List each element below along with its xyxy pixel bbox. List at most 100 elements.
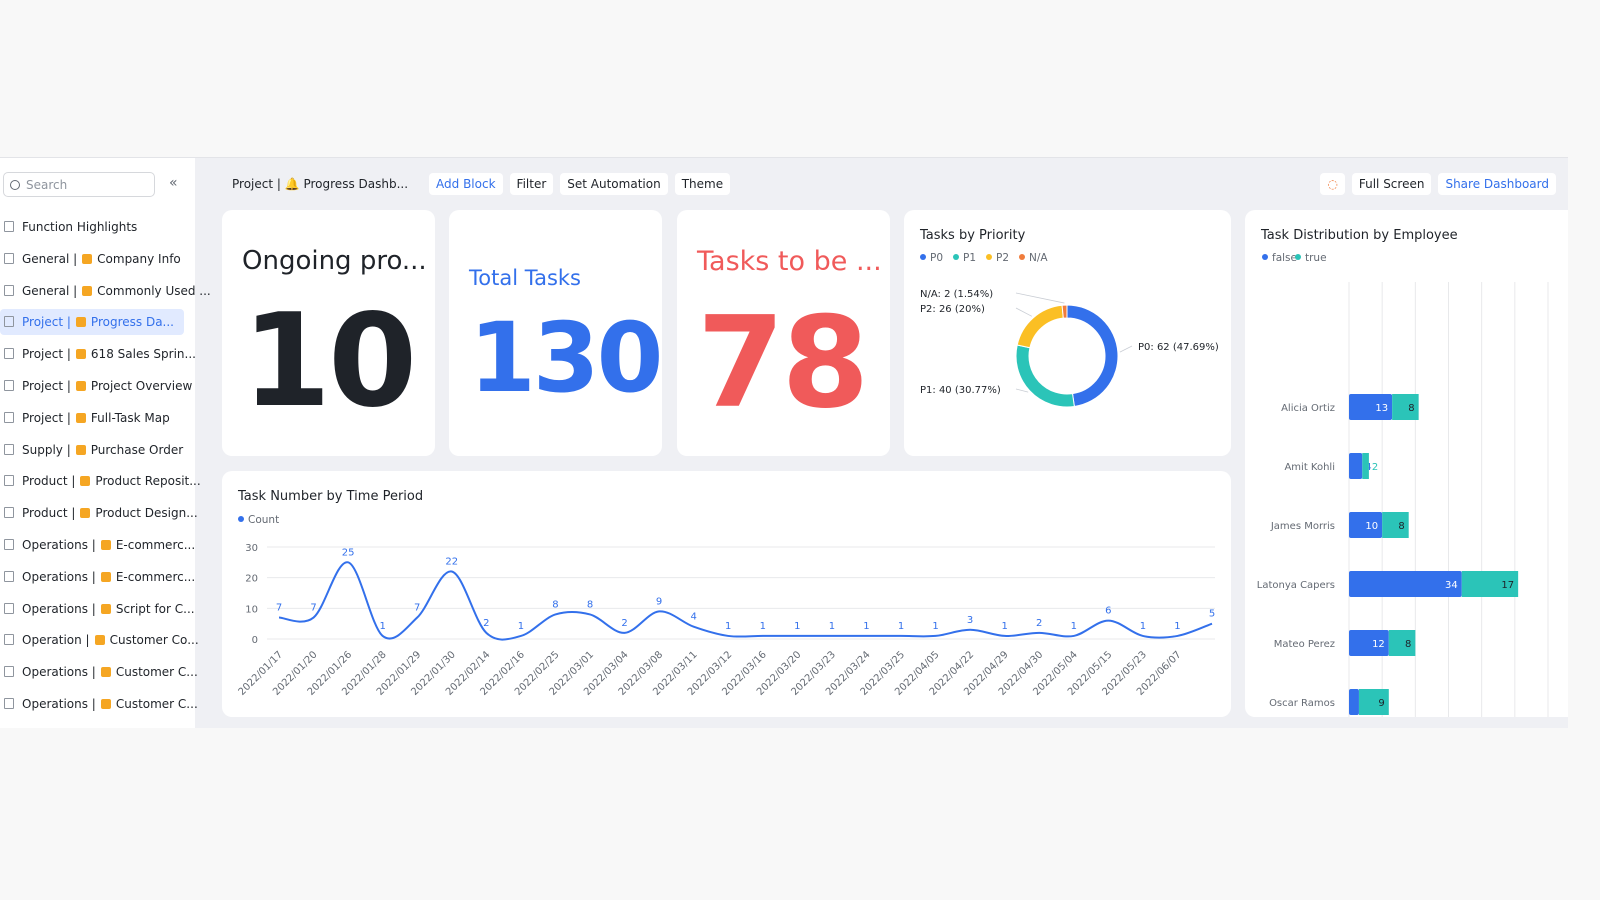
doc-icon <box>4 411 14 423</box>
bar-segment <box>1349 453 1363 479</box>
item-label: Product Design... <box>95 506 198 521</box>
item-label: Customer C... <box>115 665 198 680</box>
data-label: 4 <box>690 612 696 623</box>
y-tick-label: 0 <box>252 635 258 646</box>
sidebar-item[interactable]: General | Commonly Used ... <box>0 278 211 304</box>
toolbar-button[interactable]: Filter <box>509 173 554 195</box>
data-label: 12 <box>1372 639 1385 650</box>
card-title: Tasks to be ... <box>697 246 882 277</box>
doc-icon <box>4 507 14 519</box>
data-label: 1 <box>1174 621 1180 632</box>
doc-icon <box>4 698 14 709</box>
toolbar-button[interactable]: Add Block <box>429 173 503 195</box>
doc-icon <box>4 380 14 391</box>
doc-icon <box>4 666 14 678</box>
sidebar-item[interactable]: Operations | Customer C... <box>0 659 198 685</box>
sidebar-item[interactable]: Supply | Purchase Order <box>0 437 184 463</box>
doc-icon <box>4 602 14 614</box>
item-icon <box>80 476 91 487</box>
card-value: 10 <box>242 287 417 436</box>
bar-segment <box>1349 394 1393 420</box>
legend-dot <box>986 254 992 260</box>
item-icon <box>75 412 86 423</box>
item-icon <box>100 699 111 709</box>
donut-card: Tasks by Priority P0 P1 P2 N/A P0: 62 (47.69%… <box>904 210 1231 456</box>
sidebar-item[interactable]: Project | Progress Da... <box>0 309 184 336</box>
doc-icon <box>4 316 14 328</box>
item-prefix: Project | <box>22 315 71 330</box>
item-prefix: Product | <box>22 506 76 521</box>
leader-line <box>1015 292 1065 304</box>
doc-icon <box>4 348 14 360</box>
item-prefix: Project | <box>22 379 71 393</box>
legend-label: false <box>1272 252 1297 264</box>
doc-icon <box>4 634 14 646</box>
item-prefix: General | <box>22 283 78 298</box>
data-label: 9 <box>1378 698 1384 709</box>
sidebar-item[interactable]: Product | Product Reposit... <box>0 468 201 494</box>
sidebar-item[interactable]: Function Highlights <box>0 214 184 240</box>
toolbar-right: ◌ Full Screen Share Dashboard <box>1320 172 1556 196</box>
bar-segment <box>1349 571 1462 597</box>
bar-segment <box>1349 689 1359 715</box>
chart-title: Tasks by Priority <box>919 228 1026 243</box>
toolbar-button[interactable]: Share Dashboard <box>1438 173 1556 195</box>
data-label: 1 <box>760 621 766 632</box>
app: Search « Function Highlights General | Com… <box>0 157 1568 728</box>
donut-label: P0: 62 (47.69%) <box>1138 342 1219 353</box>
sidebar-item[interactable]: Operations | E-commerc... <box>0 564 195 590</box>
item-label: Customer C... <box>115 697 198 711</box>
doc-icon <box>4 252 14 264</box>
metric-card: Tasks to be ... 78 <box>677 210 890 456</box>
toolbar-button[interactable]: Theme <box>674 173 731 195</box>
bar-segment <box>1362 453 1369 479</box>
toolbar-button[interactable]: Set Automation <box>560 173 668 195</box>
legend-label: N/A <box>1029 252 1048 264</box>
data-label: 7 <box>276 603 282 614</box>
bar-segment <box>1392 394 1419 420</box>
toolbar-button[interactable]: Full Screen <box>1351 173 1432 195</box>
data-label: 25 <box>342 547 355 558</box>
item-icon <box>100 540 111 550</box>
data-label: 1 <box>863 621 869 632</box>
bar-segment <box>1349 630 1389 656</box>
sidebar-item[interactable]: Project | Project Overview <box>0 373 192 399</box>
chart-title: Task Number by Time Period <box>237 489 423 504</box>
sidebar-item[interactable]: Project | Full-Task Map <box>0 405 184 431</box>
chart-title: Task Distribution by Employee <box>1260 228 1458 243</box>
sidebar-item[interactable]: Project | 618 Sales Sprin... <box>0 341 196 367</box>
data-label: 1 <box>518 621 524 632</box>
legend-label: P1 <box>963 252 976 264</box>
item-prefix: Operations | <box>22 538 96 552</box>
data-label: 7 <box>414 603 420 614</box>
legend-dot <box>953 254 959 260</box>
bar-segment <box>1349 512 1383 538</box>
item-label: Customer Co... <box>109 633 199 648</box>
sidebar-item[interactable]: Operations | Customer C... <box>0 691 198 717</box>
metric-card: Total Tasks 130 <box>449 210 662 456</box>
sidebar-item[interactable]: General | Company Info <box>0 246 184 272</box>
item-label: Progress Da... <box>90 315 174 330</box>
sidebar-item[interactable]: Operation | Customer Co... <box>0 627 199 653</box>
item-icon <box>75 381 86 391</box>
search-box[interactable]: Search <box>3 172 155 197</box>
sidebar: Search « Function Highlights General | Com… <box>0 158 211 728</box>
bar-segment <box>1388 630 1416 656</box>
legend-dot <box>1262 254 1268 260</box>
sidebar-item[interactable]: Operations | Script for C... <box>0 596 195 622</box>
data-label: 17 <box>1501 580 1514 591</box>
sidebar-item[interactable]: Operations | E-commerc... <box>0 532 195 558</box>
bar-card: Task Distribution by Employeefalsetrue01… <box>1245 210 1568 717</box>
item-icon <box>82 253 93 264</box>
card-value: 78 <box>697 289 869 436</box>
bar-segment <box>1461 571 1519 597</box>
collapse-button[interactable]: « <box>169 175 178 191</box>
bar-segment <box>1358 689 1389 715</box>
card-title: Total Tasks <box>469 266 581 290</box>
donut-segment <box>1015 344 1075 408</box>
data-label: 8 <box>1408 403 1414 414</box>
data-label: 1 <box>1140 621 1146 632</box>
data-label: 1 <box>794 621 800 632</box>
sidebar-item[interactable]: Product | Product Design... <box>0 500 198 526</box>
leader-line <box>1015 307 1033 317</box>
